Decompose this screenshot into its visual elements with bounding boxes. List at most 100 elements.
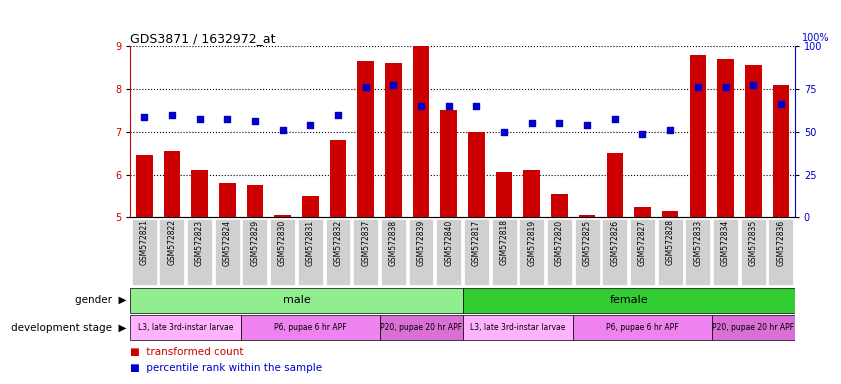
Text: GSM572825: GSM572825 xyxy=(583,219,591,266)
Text: GSM572818: GSM572818 xyxy=(500,219,509,265)
Bar xyxy=(662,211,679,217)
Point xyxy=(691,84,705,90)
Bar xyxy=(136,155,152,217)
Text: female: female xyxy=(610,295,648,305)
FancyBboxPatch shape xyxy=(463,288,795,313)
FancyBboxPatch shape xyxy=(464,219,489,285)
Text: GSM572832: GSM572832 xyxy=(334,219,342,266)
Point xyxy=(387,81,400,88)
FancyBboxPatch shape xyxy=(769,219,793,285)
Bar xyxy=(274,215,291,217)
FancyBboxPatch shape xyxy=(298,219,323,285)
Point xyxy=(442,103,456,109)
FancyBboxPatch shape xyxy=(160,219,184,285)
Point xyxy=(220,116,234,122)
Bar xyxy=(413,46,429,217)
Point xyxy=(304,122,317,128)
Text: GDS3871 / 1632972_at: GDS3871 / 1632972_at xyxy=(130,32,276,45)
FancyBboxPatch shape xyxy=(685,219,711,285)
Bar xyxy=(191,170,208,217)
Point xyxy=(636,131,649,137)
Text: L3, late 3rd-instar larvae: L3, late 3rd-instar larvae xyxy=(138,323,234,333)
Text: GSM572838: GSM572838 xyxy=(389,219,398,266)
Text: P20, pupae 20 hr APF: P20, pupae 20 hr APF xyxy=(712,323,794,333)
FancyBboxPatch shape xyxy=(353,219,378,285)
FancyBboxPatch shape xyxy=(130,316,241,340)
FancyBboxPatch shape xyxy=(574,316,711,340)
Bar xyxy=(717,59,734,217)
Text: GSM572831: GSM572831 xyxy=(306,219,315,266)
Text: GSM572828: GSM572828 xyxy=(666,219,674,265)
Text: GSM572836: GSM572836 xyxy=(776,219,785,266)
Point xyxy=(137,114,151,120)
Text: GSM572826: GSM572826 xyxy=(611,219,619,266)
Text: ■  percentile rank within the sample: ■ percentile rank within the sample xyxy=(130,362,322,373)
Text: GSM572835: GSM572835 xyxy=(748,219,758,266)
Text: P20, pupae 20 hr APF: P20, pupae 20 hr APF xyxy=(380,323,462,333)
Bar xyxy=(745,65,761,217)
Point xyxy=(608,116,621,122)
Text: male: male xyxy=(283,295,310,305)
FancyBboxPatch shape xyxy=(270,219,295,285)
Text: P6, pupae 6 hr APF: P6, pupae 6 hr APF xyxy=(606,323,679,333)
FancyBboxPatch shape xyxy=(602,219,627,285)
Text: GSM572837: GSM572837 xyxy=(361,219,370,266)
Point xyxy=(747,81,760,88)
Point xyxy=(497,129,510,135)
Text: GSM572819: GSM572819 xyxy=(527,219,537,266)
FancyBboxPatch shape xyxy=(242,219,267,285)
Bar xyxy=(606,153,623,217)
Point xyxy=(248,118,262,124)
Bar xyxy=(773,84,789,217)
Point xyxy=(664,126,677,132)
Text: GSM572827: GSM572827 xyxy=(638,219,647,266)
Bar xyxy=(246,185,263,217)
Point xyxy=(580,122,594,128)
Point xyxy=(525,120,538,126)
FancyBboxPatch shape xyxy=(436,219,461,285)
FancyBboxPatch shape xyxy=(741,219,765,285)
FancyBboxPatch shape xyxy=(132,219,156,285)
Bar xyxy=(441,110,457,217)
Text: GSM572817: GSM572817 xyxy=(472,219,481,266)
Text: GSM572822: GSM572822 xyxy=(167,219,177,265)
FancyBboxPatch shape xyxy=(630,219,655,285)
Text: GSM572834: GSM572834 xyxy=(721,219,730,266)
Text: GSM572830: GSM572830 xyxy=(278,219,287,266)
Bar xyxy=(468,132,484,217)
FancyBboxPatch shape xyxy=(658,219,683,285)
Point xyxy=(331,111,345,118)
FancyBboxPatch shape xyxy=(463,316,574,340)
Bar xyxy=(551,194,568,217)
Point xyxy=(775,101,788,107)
Text: GSM572840: GSM572840 xyxy=(444,219,453,266)
Point xyxy=(359,84,373,90)
FancyBboxPatch shape xyxy=(381,219,406,285)
Text: ■  transformed count: ■ transformed count xyxy=(130,347,244,357)
Bar xyxy=(495,172,512,217)
FancyBboxPatch shape xyxy=(130,288,463,313)
Bar xyxy=(579,215,595,217)
FancyBboxPatch shape xyxy=(713,219,738,285)
Text: GSM572833: GSM572833 xyxy=(693,219,702,266)
FancyBboxPatch shape xyxy=(711,316,795,340)
FancyBboxPatch shape xyxy=(574,219,600,285)
FancyBboxPatch shape xyxy=(547,219,572,285)
Text: gender  ▶: gender ▶ xyxy=(75,295,126,305)
Bar xyxy=(523,170,540,217)
Bar xyxy=(330,140,346,217)
Bar xyxy=(302,196,319,217)
FancyBboxPatch shape xyxy=(409,219,433,285)
Point xyxy=(165,111,178,118)
FancyBboxPatch shape xyxy=(325,219,351,285)
Point xyxy=(193,116,206,122)
Point xyxy=(276,126,289,132)
Bar xyxy=(690,55,706,217)
Text: P6, pupae 6 hr APF: P6, pupae 6 hr APF xyxy=(274,323,346,333)
Text: 100%: 100% xyxy=(801,33,829,43)
Point xyxy=(469,103,483,109)
Text: GSM572839: GSM572839 xyxy=(416,219,426,266)
Text: L3, late 3rd-instar larvae: L3, late 3rd-instar larvae xyxy=(470,323,566,333)
Point xyxy=(719,84,733,90)
FancyBboxPatch shape xyxy=(519,219,544,285)
